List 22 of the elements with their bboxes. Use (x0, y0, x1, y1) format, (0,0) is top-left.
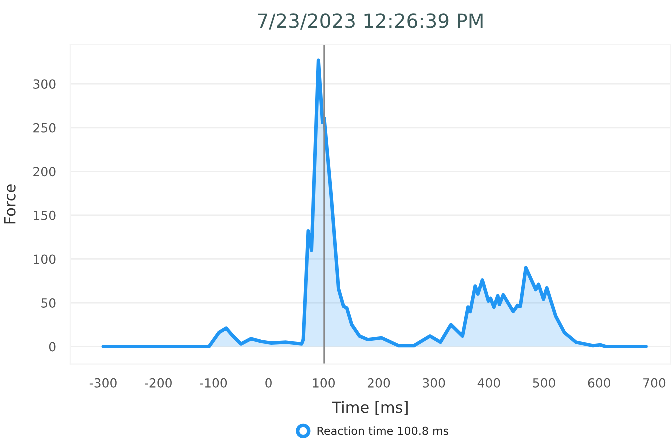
x-axis-title: Time [ms] (332, 401, 408, 416)
y-tick-label: 50 (42, 298, 56, 308)
x-tick-label: -200 (145, 378, 172, 388)
x-tick-label: 300 (423, 378, 446, 388)
x-tick-label: 0 (266, 378, 272, 388)
chart-title: 7/23/2023 12:26:39 PM (258, 14, 483, 30)
y-axis-title: Force (4, 184, 16, 224)
x-tick-label: -100 (200, 378, 228, 388)
y-tick-label: 250 (34, 123, 56, 133)
y-tick-label: 200 (34, 167, 56, 177)
x-tick-label: 700 (644, 378, 666, 388)
y-tick-label: 100 (34, 254, 56, 264)
x-tick-label: 500 (533, 378, 556, 388)
x-tick-label: 400 (478, 378, 500, 388)
x-tick-label: 100 (313, 378, 335, 388)
x-tick-label: 200 (368, 378, 390, 388)
y-tick-label: 0 (49, 342, 56, 352)
y-tick-label: 150 (34, 210, 56, 220)
legend-label: Reaction time 100.8 ms (318, 426, 449, 436)
x-tick-label: 600 (588, 378, 610, 388)
x-tick-label: -300 (90, 378, 117, 388)
y-tick-label: 300 (34, 80, 56, 90)
